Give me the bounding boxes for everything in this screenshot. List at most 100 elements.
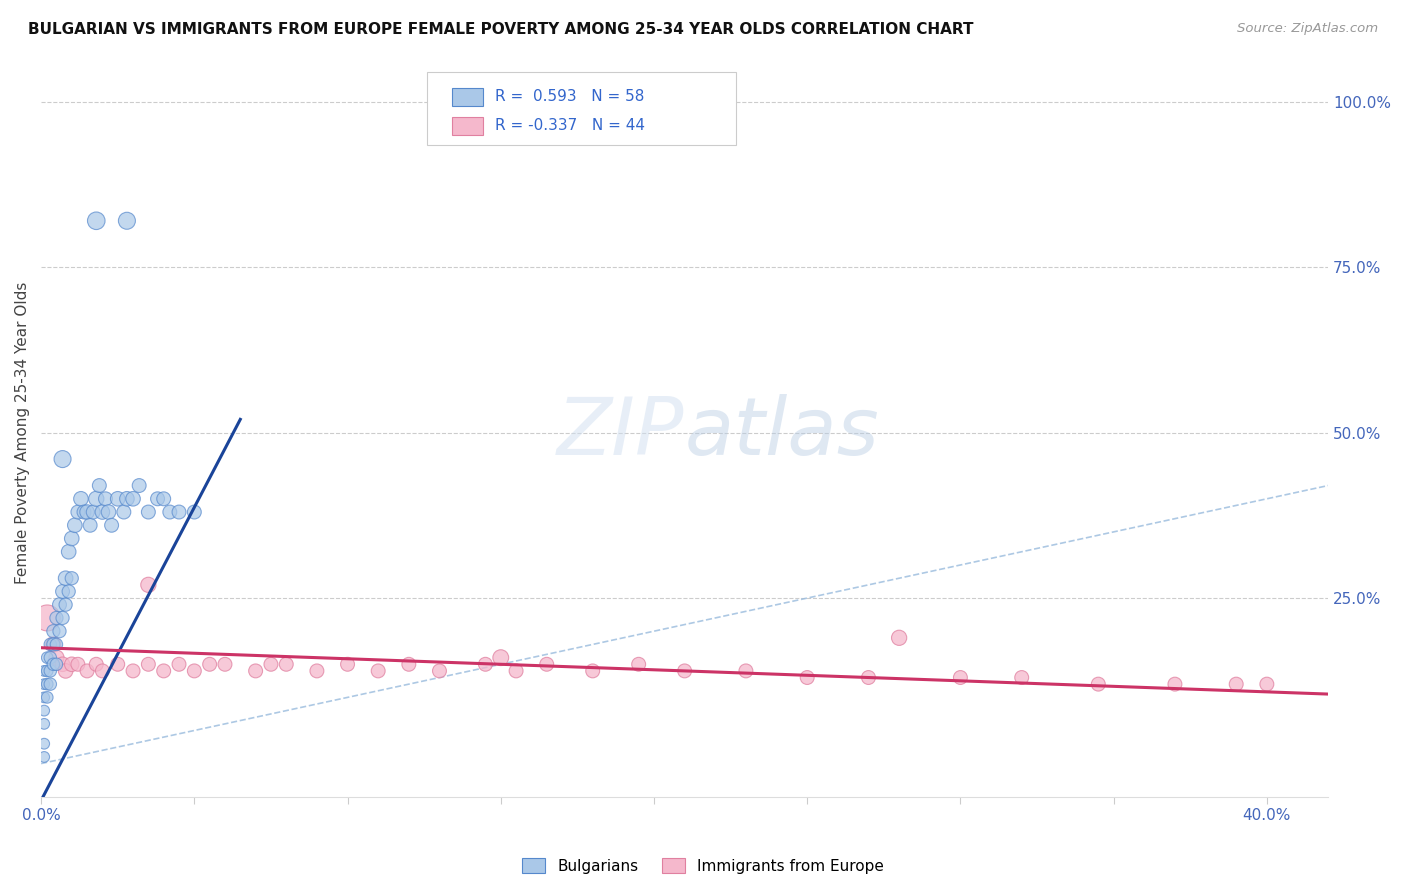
Point [32, 704, 55, 718]
Point [48, 598, 70, 612]
Point [1087, 677, 1109, 691]
Point [32, 690, 55, 705]
Point [37, 690, 59, 705]
Point [55, 664, 77, 678]
Point [91, 664, 114, 678]
Point [796, 671, 818, 685]
Point [32, 717, 55, 731]
Point [60, 657, 83, 672]
Point [152, 491, 174, 506]
Text: R = -0.337   N = 44: R = -0.337 N = 44 [495, 118, 645, 133]
Point [37, 664, 59, 678]
Point [429, 664, 451, 678]
Point [42, 637, 65, 651]
Point [37, 677, 59, 691]
Y-axis label: Female Poverty Among 25-34 Year Olds: Female Poverty Among 25-34 Year Olds [15, 281, 30, 583]
Text: Source: ZipAtlas.com: Source: ZipAtlas.com [1237, 22, 1378, 36]
Point [79, 518, 101, 533]
Text: R =  0.593   N = 58: R = 0.593 N = 58 [495, 88, 645, 103]
Point [245, 664, 267, 678]
Point [32, 664, 55, 678]
Point [32, 737, 55, 751]
Point [76, 505, 98, 519]
Point [115, 491, 138, 506]
Point [112, 505, 135, 519]
Point [42, 637, 65, 651]
Point [505, 664, 527, 678]
Point [183, 505, 205, 519]
Point [122, 491, 145, 506]
Point [735, 664, 758, 678]
Point [536, 657, 558, 672]
Point [1164, 677, 1187, 691]
Point [39, 650, 62, 665]
Text: BULGARIAN VS IMMIGRANTS FROM EUROPE FEMALE POVERTY AMONG 25-34 YEAR OLDS CORRELA: BULGARIAN VS IMMIGRANTS FROM EUROPE FEMA… [28, 22, 973, 37]
Point [45, 650, 67, 665]
FancyBboxPatch shape [451, 118, 482, 135]
Point [70, 491, 93, 506]
Point [37, 650, 59, 665]
Point [100, 518, 122, 533]
Point [489, 650, 512, 665]
Point [63, 518, 86, 533]
FancyBboxPatch shape [451, 88, 482, 105]
Point [305, 664, 328, 678]
Point [949, 671, 972, 685]
Point [138, 505, 160, 519]
Point [66, 657, 89, 672]
Point [887, 631, 910, 645]
Point [66, 505, 89, 519]
Point [138, 657, 160, 672]
Point [48, 624, 70, 639]
Text: atlas: atlas [685, 393, 879, 472]
Point [51, 611, 73, 625]
Point [398, 657, 420, 672]
Point [128, 478, 150, 492]
Point [39, 664, 62, 678]
Point [336, 657, 359, 672]
Point [42, 624, 65, 639]
Point [89, 478, 111, 492]
Point [60, 571, 83, 585]
Point [94, 491, 117, 506]
Point [138, 578, 160, 592]
Point [76, 664, 98, 678]
Point [84, 214, 107, 228]
Point [474, 657, 496, 672]
Point [673, 664, 696, 678]
Point [858, 671, 880, 685]
Point [276, 657, 298, 672]
Point [627, 657, 650, 672]
Point [84, 491, 107, 506]
Point [58, 584, 80, 599]
Point [73, 505, 96, 519]
Point [45, 657, 67, 672]
Point [51, 584, 73, 599]
Point [32, 750, 55, 764]
FancyBboxPatch shape [427, 72, 737, 145]
Point [167, 505, 190, 519]
Point [32, 677, 55, 691]
Point [55, 598, 77, 612]
Text: ZIP: ZIP [557, 393, 685, 472]
Legend: Bulgarians, Immigrants from Europe: Bulgarians, Immigrants from Europe [516, 852, 890, 880]
Point [84, 657, 107, 672]
Point [107, 657, 129, 672]
Point [1225, 677, 1247, 691]
Point [45, 611, 67, 625]
Point [82, 505, 104, 519]
Point [39, 677, 62, 691]
Point [1011, 671, 1033, 685]
Point [1256, 677, 1278, 691]
Point [37, 611, 59, 625]
Point [107, 491, 129, 506]
Point [260, 657, 283, 672]
Point [198, 657, 221, 672]
Point [167, 657, 190, 672]
Point [51, 452, 73, 467]
Point [97, 505, 120, 519]
Point [42, 657, 65, 672]
Point [91, 505, 114, 519]
Point [45, 637, 67, 651]
Point [214, 657, 236, 672]
